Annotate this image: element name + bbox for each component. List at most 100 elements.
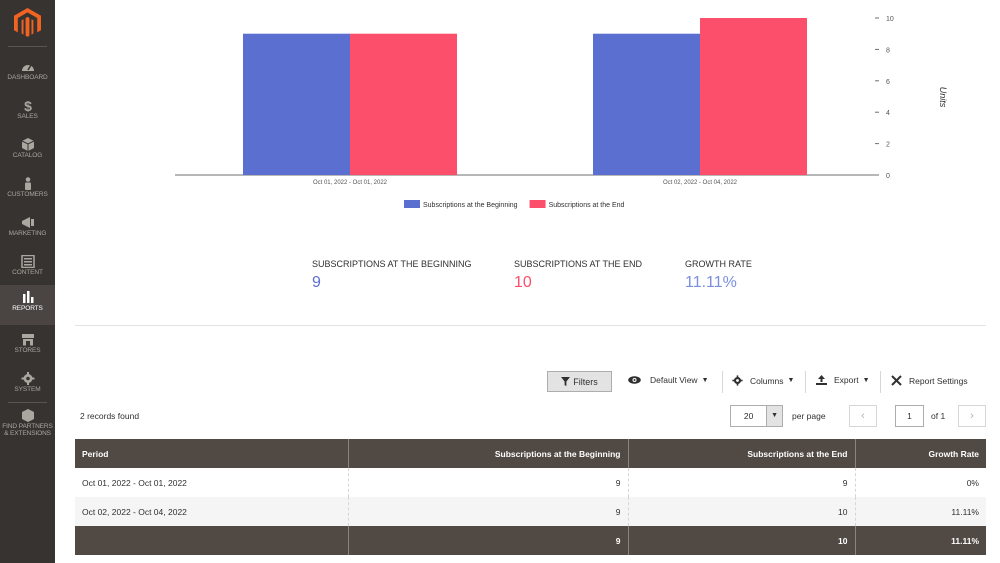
stat-end: SUBSCRIPTIONS AT THE END 10 xyxy=(514,259,642,292)
caret-down-icon: ▼ xyxy=(701,376,709,384)
y-tick-label: 0 xyxy=(886,173,890,180)
bar xyxy=(593,33,700,176)
sidebar-item-content[interactable]: CONTENT xyxy=(0,249,55,288)
legend-label: Subscriptions at the End xyxy=(549,202,625,209)
y-tick-label: 8 xyxy=(886,47,890,54)
sidebar-item-system[interactable]: SYSTEM xyxy=(0,366,55,405)
sidebar-item-dashboard[interactable]: DASHBOARD xyxy=(0,54,55,93)
totals-row: 9 10 11.11% xyxy=(75,526,986,555)
column-header-end[interactable]: Subscriptions at the End xyxy=(628,439,856,468)
y-tick-label: 10 xyxy=(886,16,894,23)
sidebar-item-customers[interactable]: CUSTOMERS xyxy=(0,171,55,210)
report-settings-button[interactable]: Report Settings xyxy=(891,375,968,386)
stat-beginning-title: SUBSCRIPTIONS AT THE BEGINNING xyxy=(312,259,472,269)
box-icon xyxy=(21,409,34,422)
toolbar-divider xyxy=(722,371,723,393)
sidebar-divider xyxy=(8,402,47,403)
person-icon xyxy=(24,177,31,190)
export-label: Export xyxy=(834,375,859,385)
page-number-input[interactable]: 1 xyxy=(895,405,924,427)
column-header-growth-rate[interactable]: Growth Rate xyxy=(855,439,986,468)
legend-swatch xyxy=(404,200,420,208)
magento-logo[interactable] xyxy=(14,8,41,38)
bar xyxy=(243,33,350,176)
section-divider xyxy=(75,325,986,326)
sidebar-item-label: STORES xyxy=(14,347,41,354)
column-header-beginning[interactable]: Subscriptions at the Beginning xyxy=(348,439,629,468)
next-page-button[interactable]: › xyxy=(958,405,986,427)
stat-end-value: 10 xyxy=(514,274,532,291)
stat-end-title: SUBSCRIPTIONS AT THE END xyxy=(514,259,643,269)
sidebar-item-sales[interactable]: $ SALES xyxy=(0,93,55,132)
sidebar-item-label: FIND PARTNERS xyxy=(2,423,53,430)
total-label xyxy=(75,526,349,555)
sidebar-item-label: CUSTOMERS xyxy=(7,191,48,198)
upload-icon xyxy=(816,375,827,385)
per-page-value: 20 xyxy=(743,411,754,421)
y-tick-label: 4 xyxy=(886,110,890,117)
cell-growth-rate: 11.11% xyxy=(855,497,986,526)
svg-text:$: $ xyxy=(24,99,32,112)
cell-end: 9 xyxy=(628,468,856,497)
toolbar-divider xyxy=(805,371,806,393)
funnel-icon xyxy=(561,377,571,386)
report-settings-label: Report Settings xyxy=(909,375,968,386)
layout-icon xyxy=(20,255,35,268)
page-total: of 1 xyxy=(931,411,946,421)
filters-button[interactable]: Filters xyxy=(547,371,612,392)
storefront-icon xyxy=(21,334,34,346)
table-header-row: Period Subscriptions at the Beginning Su… xyxy=(75,439,986,468)
eye-icon xyxy=(628,376,641,384)
total-growth-rate: 11.11% xyxy=(855,526,986,555)
column-header-period[interactable]: Period xyxy=(75,439,349,468)
export-dropdown[interactable]: Export ▼ xyxy=(816,375,870,385)
caret-down-icon: ▼ xyxy=(787,377,795,384)
cell-growth-rate: 0% xyxy=(855,468,986,497)
per-page-label: per page xyxy=(792,411,826,421)
sidebar-item-label: REPORTS xyxy=(12,305,43,312)
sidebar-item-label-line2: & EXTENSIONS xyxy=(4,430,51,437)
default-view-label: Default View xyxy=(650,375,698,385)
sidebar-item-label: CATALOG xyxy=(12,152,43,159)
sidebar-item-label: DASHBOARD xyxy=(7,74,48,81)
report-grid: Period Subscriptions at the Beginning Su… xyxy=(75,439,986,555)
sidebar-item-reports[interactable]: REPORTS xyxy=(0,285,55,325)
sidebar-item-stores[interactable]: STORES xyxy=(0,327,55,366)
stat-beginning: SUBSCRIPTIONS AT THE BEGINNING 9 xyxy=(312,259,472,292)
bar xyxy=(700,18,807,175)
main-content: 0 2 4 6 8 10 Oct 01, 2022 - Oct 01, 2022 Oct 0… xyxy=(55,0,1000,563)
cell-period: Oct 01, 2022 - Oct 01, 2022 xyxy=(75,468,349,497)
columns-dropdown[interactable]: Columns ▼ xyxy=(732,375,794,386)
y-axis-label: Units xyxy=(938,87,948,108)
megaphone-icon xyxy=(21,217,34,228)
sidebar-item-catalog[interactable]: CATALOG xyxy=(0,132,55,171)
cell-beginning: 9 xyxy=(348,468,629,497)
legend-swatch xyxy=(529,200,546,208)
sidebar-item-find-partners[interactable]: FIND PARTNERS & EXTENSIONS xyxy=(0,403,55,447)
previous-page-button[interactable]: ‹ xyxy=(849,405,877,427)
sidebar-item-label: CONTENT xyxy=(12,269,43,276)
table-row: Oct 01, 2022 - Oct 01, 2022 9 9 0% xyxy=(75,468,986,497)
cube-icon xyxy=(21,138,34,151)
x-tick-label: Oct 01, 2022 - Oct 01, 2022 xyxy=(313,180,388,186)
default-view-dropdown[interactable]: Default View ▼ xyxy=(628,375,709,385)
speedometer-icon xyxy=(21,64,34,71)
records-found: 2 records found xyxy=(80,411,140,421)
wrench-screwdriver-icon xyxy=(891,375,902,386)
sidebar-item-label: SALES xyxy=(17,113,38,120)
columns-label: Columns xyxy=(750,375,784,386)
toolbar-divider xyxy=(880,371,881,393)
dollar-icon: $ xyxy=(24,99,32,112)
gear-icon xyxy=(21,372,34,385)
stat-beginning-value: 9 xyxy=(312,274,321,291)
legend-label: Subscriptions at the Beginning xyxy=(423,202,518,209)
caret-down-icon[interactable]: ▼ xyxy=(766,406,782,426)
admin-sidebar: DASHBOARD $ SALES CATALOG CUSTOMERS MARK… xyxy=(0,0,55,563)
subscriptions-chart: 0 2 4 6 8 10 Oct 01, 2022 - Oct 01, 2022 Oct 0… xyxy=(175,16,948,209)
sidebar-item-label: MARKETING xyxy=(8,230,47,237)
per-page-select[interactable]: 20 ▼ xyxy=(730,405,783,427)
sidebar-item-marketing[interactable]: MARKETING xyxy=(0,210,55,249)
filters-label: Filters xyxy=(573,376,598,387)
y-tick-label: 2 xyxy=(886,142,890,149)
y-tick-label: 6 xyxy=(886,79,890,86)
